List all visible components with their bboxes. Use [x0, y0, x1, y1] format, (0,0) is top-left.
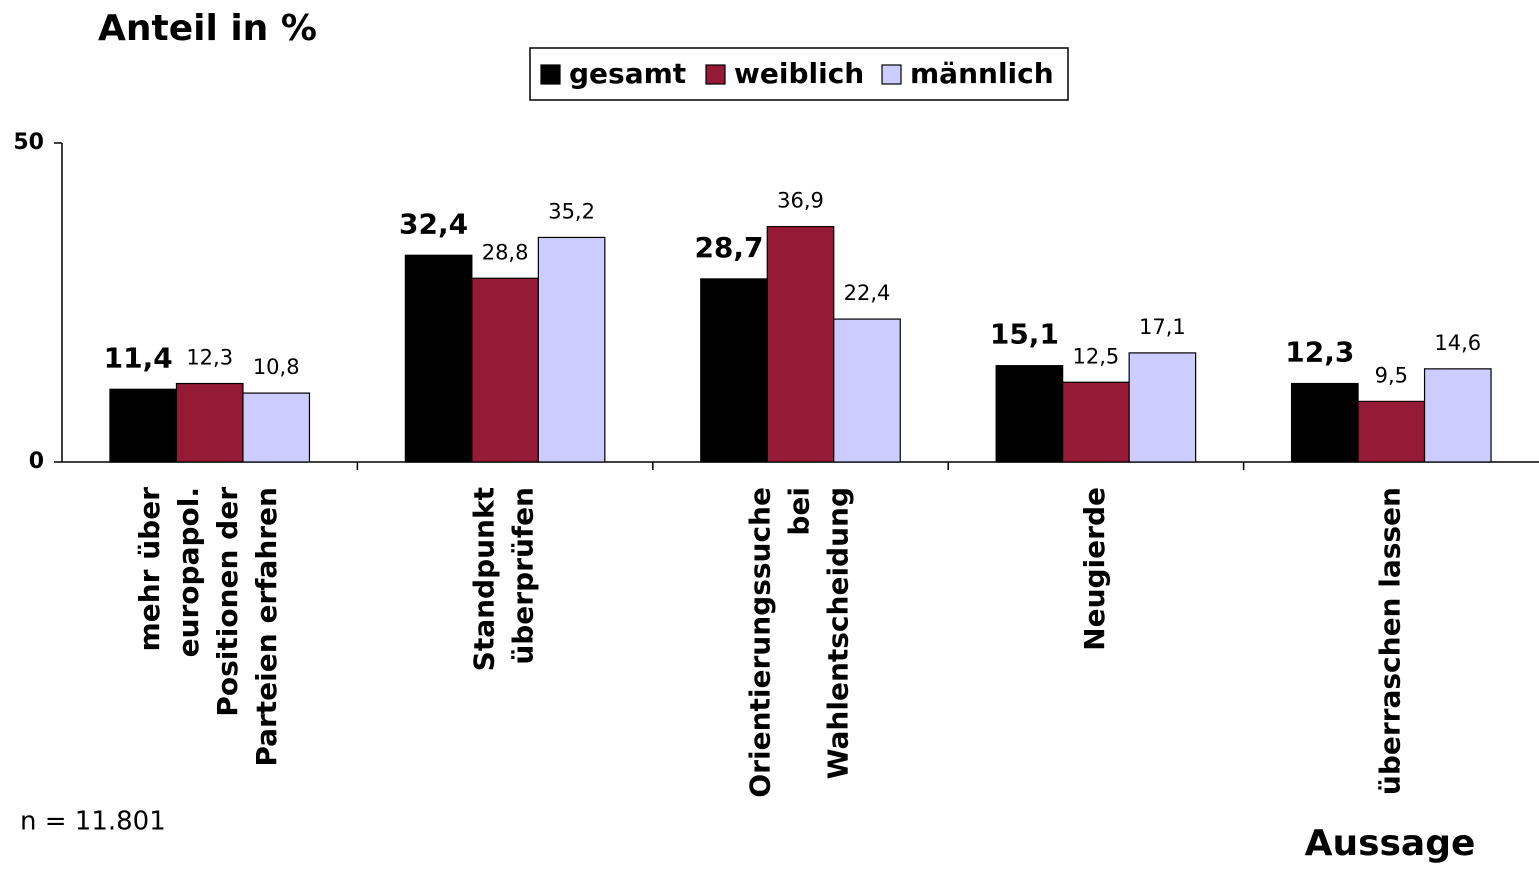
legend-label: männlich: [910, 57, 1054, 90]
x-axis-label: Aussage: [1305, 823, 1476, 864]
note: n = 11.801: [20, 807, 166, 837]
x-tick-label: mehr über europapol. Positionen der Parteie…: [133, 487, 283, 767]
bar: [1062, 381, 1130, 463]
bar: [109, 388, 178, 463]
value-label: 32,4: [399, 207, 468, 240]
bar: [175, 382, 244, 463]
value-label: 11,4: [104, 341, 173, 374]
bar: [1128, 352, 1197, 463]
legend-label: weiblich: [734, 57, 864, 90]
value-label: 17,1: [1139, 315, 1186, 339]
bar: [404, 254, 473, 463]
value-label: 9,5: [1375, 363, 1408, 387]
value-label: 12,5: [1073, 344, 1120, 368]
bar: [471, 277, 539, 463]
value-label: 10,8: [253, 355, 300, 379]
legend-swatch: [540, 64, 561, 85]
bar: [833, 318, 901, 463]
value-label: 12,3: [186, 346, 233, 370]
x-tick-label: Neugierde: [1078, 487, 1111, 651]
value-label: 14,6: [1434, 331, 1481, 355]
value-label: 36,9: [777, 189, 824, 213]
value-label: 35,2: [548, 199, 595, 223]
legend-swatch: [705, 64, 726, 85]
x-tick-label: Standpunkt überprüfen: [468, 487, 540, 671]
bar: [1290, 382, 1359, 463]
bar: [1423, 368, 1492, 463]
value-label: 12,3: [1285, 336, 1354, 369]
bar: [766, 225, 835, 463]
legend-label: gesamt: [569, 57, 686, 90]
x-tick-label: überraschen lassen: [1373, 487, 1406, 795]
x-tick-label: Orientierungssuche bei Wahlentscheidung: [744, 487, 855, 798]
bar: [995, 365, 1064, 463]
value-label: 28,7: [694, 231, 763, 264]
legend-box: [529, 47, 1069, 101]
value-label: 28,8: [482, 240, 529, 264]
value-label: 22,4: [844, 281, 891, 305]
bar: [1357, 400, 1426, 463]
value-label: 15,1: [990, 318, 1059, 351]
bar: [537, 236, 606, 463]
legend-swatch: [881, 64, 902, 85]
chart-title: Anteil in %: [98, 8, 317, 49]
bar: [242, 392, 311, 463]
y-tick-label: 50: [13, 130, 44, 155]
y-tick-label: 0: [29, 449, 44, 474]
bar: [700, 278, 768, 463]
